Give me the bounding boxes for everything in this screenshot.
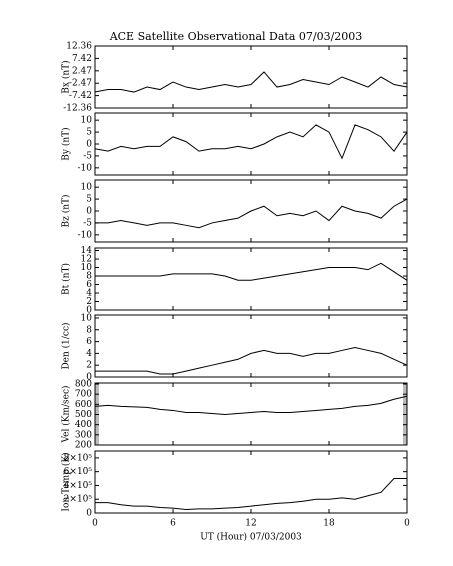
y-tick-label: 2 — [86, 297, 92, 307]
data-line — [95, 262, 408, 281]
y-tick-label: 800 — [75, 380, 92, 390]
y-tick-label: 8×10⁵ — [64, 453, 93, 463]
y-tick-label: 12.36 — [66, 42, 92, 52]
y-tick-label: 12 — [81, 255, 92, 265]
y-axis-label: By (nT) — [61, 127, 72, 160]
y-tick-label: 6 — [86, 280, 92, 290]
y-tick-label: 8 — [86, 325, 92, 335]
y-tick-label: 200 — [75, 441, 92, 451]
data-line — [94, 124, 408, 160]
data-gap-shade — [95, 383, 99, 445]
y-axis-label: Bt (nT) — [61, 263, 72, 295]
y-tick-label: 700 — [75, 390, 92, 400]
y-tick-label: 7.42 — [72, 54, 92, 64]
y-tick-label: -12.36 — [63, 104, 92, 114]
x-tick-label: 18 — [323, 519, 335, 529]
y-tick-label: 2×10⁵ — [64, 495, 93, 505]
panel-frame — [94, 112, 408, 176]
y-tick-label: -2.47 — [69, 79, 92, 89]
y-axis-label: Bx (nT) — [61, 60, 72, 93]
chart-title: ACE Satellite Observational Data 07/03/2… — [109, 30, 363, 43]
panel-frame — [94, 247, 408, 311]
y-tick-label: 10 — [81, 116, 93, 126]
y-tick-label: 2.47 — [72, 66, 92, 76]
y-tick-label: 500 — [75, 410, 92, 420]
panel-frame — [94, 382, 408, 446]
y-tick-label: 6×10⁵ — [64, 467, 93, 477]
y-tick-label: 10 — [81, 313, 93, 323]
y-tick-label: 300 — [75, 430, 92, 440]
y-tick-label: 8 — [86, 272, 92, 282]
data-line — [95, 198, 408, 229]
panel-frame — [94, 45, 408, 109]
y-tick-label: -5 — [83, 151, 92, 161]
data-line — [95, 478, 407, 511]
y-tick-label: 5 — [86, 128, 92, 138]
y-tick-label: 4×10⁵ — [64, 481, 93, 491]
y-tick-label: 0 — [86, 207, 92, 217]
y-axis-label: Vel (Km/sec) — [61, 385, 72, 443]
y-tick-label: 0 — [86, 373, 92, 383]
x-tick-label: 6 — [170, 519, 176, 529]
y-tick-label: 5 — [86, 195, 92, 205]
y-tick-label: 4 — [86, 349, 92, 359]
x-axis-label: UT (Hour) 07/03/2003 — [200, 532, 302, 543]
y-tick-label: -7.42 — [69, 91, 92, 101]
x-tick-label: 0 — [404, 519, 410, 529]
y-tick-label: -10 — [78, 163, 93, 173]
data-line — [94, 395, 408, 416]
y-tick-label: 0 — [86, 306, 92, 316]
y-tick-label: 2 — [86, 361, 92, 371]
data-line — [95, 346, 408, 375]
y-axis-label: Ion Temp (K) — [61, 452, 72, 511]
data-line — [94, 71, 408, 93]
y-tick-label: 4 — [86, 289, 92, 299]
y-tick-label: -10 — [78, 230, 93, 240]
x-tick-label: 0 — [92, 519, 98, 529]
y-tick-label: 14 — [81, 246, 93, 256]
y-tick-label: 10 — [81, 183, 93, 193]
y-tick-label: 600 — [75, 400, 92, 410]
panel-frame — [94, 450, 408, 514]
y-tick-label: 0 — [86, 509, 92, 519]
y-tick-label: 10 — [81, 263, 93, 273]
y-axis-label: Bz (nT) — [61, 194, 72, 227]
y-tick-label: -5 — [83, 218, 92, 228]
x-tick-label: 12 — [245, 519, 256, 529]
y-tick-label: 6 — [86, 337, 92, 347]
panel-frame — [94, 314, 408, 378]
data-gap-shade — [403, 383, 407, 445]
y-tick-label: 400 — [75, 420, 92, 430]
y-axis-label: Den (1/cc) — [61, 322, 72, 369]
y-tick-label: 0 — [86, 140, 92, 150]
